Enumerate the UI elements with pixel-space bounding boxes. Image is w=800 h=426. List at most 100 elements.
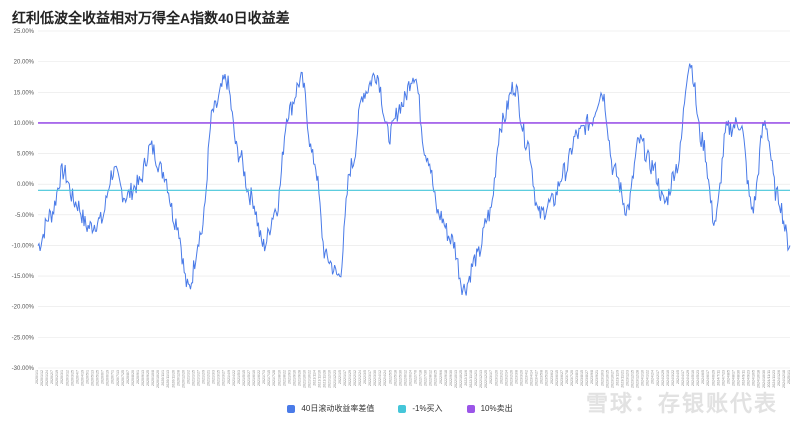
x-tick-label: 2023/9/21 (595, 370, 599, 386)
x-tick-label: 2022/11/18 (469, 370, 473, 388)
x-tick-label: 2023/4/2 (525, 370, 529, 384)
x-tick-label: 2023/10/3 (600, 370, 604, 386)
watermark: 雪球：存银账代表 (585, 391, 778, 416)
x-tick-label: 2021/6/22 (257, 370, 261, 386)
x-tick-label: 2024/2/29 (661, 370, 665, 386)
x-tick-label: 2023/1/20 (494, 370, 498, 386)
x-tick-label: 2024/9/11 (742, 370, 746, 386)
x-tick-label: 2024/7/23 (721, 370, 725, 386)
x-tick-label: 2024/11/11 (767, 370, 771, 387)
legend: 40日滚动收益率差值 -1%买入 10%卖出 (0, 403, 800, 414)
x-tick-label: 2024/8/5 (726, 370, 730, 384)
series-layer (37, 63, 791, 296)
legend-label-buy: -1%买入 (412, 404, 443, 413)
x-tick-label: 2022/5/30 (398, 370, 402, 386)
x-tick-label: 2024/10/18 (757, 370, 761, 388)
x-tick-label: 2020/11/13 (166, 370, 170, 388)
x-tick-label: 2023/10/27 (610, 370, 614, 388)
legend-item-series[interactable]: 40日滚动收益率差值 (287, 403, 374, 414)
x-tick-label: 2022/7/30 (424, 370, 428, 386)
x-tick-label: 2020/1/24 (45, 370, 49, 386)
x-tick-label: 2020/8/20 (131, 370, 135, 386)
x-tick-label: 2020/6/7 (101, 370, 105, 384)
x-tick-label: 2024/2/4 (651, 370, 655, 384)
x-tick-label: 2021/1/27 (197, 370, 201, 386)
x-tick-label: 2022/8/25 (434, 370, 438, 386)
x-tick-label: 2023/6/15 (555, 370, 559, 386)
x-tick-label: 2023/12/28 (636, 370, 640, 388)
x-tick-label: 2022/12/1 (474, 370, 478, 386)
x-tick-label: 2021/5/27 (247, 370, 251, 386)
x-tick-label: 2021/6/10 (252, 370, 256, 386)
legend-label-series: 40日滚动收益率差值 (301, 404, 375, 413)
x-tick-label: 2021/9/3 (287, 370, 291, 384)
x-tick-label: 2023/7/8 (565, 370, 569, 384)
y-tick-label: 15.00% (14, 90, 35, 96)
x-tick-label: 2022/5/18 (393, 370, 397, 386)
x-tick-label: 2020/5/1 (85, 370, 89, 384)
x-tick-label: 2022/12/13 (479, 370, 483, 388)
x-tick-label: 2021/7/15 (267, 370, 271, 386)
x-tick-label: 2020/7/13 (116, 370, 120, 386)
series-line-40d-diff (37, 63, 791, 296)
x-tick-label: 2021/9/28 (297, 370, 301, 386)
x-tick-label: 2022/6/12 (403, 370, 407, 386)
x-tick-label: 2023/8/15 (580, 370, 584, 386)
x-tick-label: 2021/3/3 (212, 370, 216, 384)
x-tick-label: 2023/2/14 (504, 370, 508, 386)
x-tick-label: 2024/6/17 (706, 370, 710, 386)
y-tick-label: -25.00% (12, 335, 35, 341)
x-tick-label: 2022/1/17 (343, 370, 347, 386)
y-tick-label: 10.00% (14, 121, 35, 127)
x-tick-label: 2023/5/8 (540, 370, 544, 384)
x-tick-label: 2020/10/20 (156, 370, 160, 388)
x-tick-label: 2021/11/28 (323, 370, 327, 388)
x-tick-label: 2024/8/30 (737, 370, 741, 386)
x-tick-label: 2022/10/25 (459, 370, 463, 388)
x-tick-label: 2024/8/17 (731, 370, 735, 386)
x-tick-label: 2023/11/21 (620, 370, 624, 388)
x-tick-label: 2023/6/2 (550, 370, 554, 384)
x-tick-label: 2024/12/18 (782, 370, 786, 388)
x-tick-label: 2023/8/27 (585, 370, 589, 386)
x-tick-label: 2024/10/30 (762, 370, 766, 388)
x-tick-label: 2020/10/8 (151, 370, 155, 386)
x-tick-label: 2022/7/18 (419, 370, 423, 386)
x-tick-label: 2020/2/7 (50, 370, 54, 384)
x-tick-label: 2021/8/10 (277, 370, 281, 386)
x-tick-label: 2020/5/13 (91, 370, 95, 386)
x-tick-label: 2023/10/15 (605, 370, 609, 388)
x-axis-ticks: 2020/1/1 2020/1/12 2020/1/24 2020/2/7 2020/2… (35, 370, 791, 388)
legend-item-sell[interactable]: 10%卖出 (466, 403, 513, 414)
x-tick-label: 2020/6/19 (106, 370, 110, 386)
x-tick-label: 2024/9/23 (747, 370, 751, 386)
x-tick-label: 2022/10/13 (454, 370, 458, 388)
x-tick-label: 2024/6/5 (701, 370, 705, 384)
x-tick-label: 2021/1/2 (186, 370, 190, 384)
x-tick-label: 2022/3/17 (368, 370, 372, 386)
x-tick-label: 2021/7/3 (262, 370, 266, 384)
x-tick-label: 2025/1/1 (787, 370, 791, 384)
x-tick-label: 2023/11/9 (615, 370, 619, 386)
x-tick-label: 2020/12/8 (176, 370, 180, 386)
x-tick-label: 2024/4/29 (686, 370, 690, 386)
legend-item-buy[interactable]: -1%买入 (398, 403, 443, 414)
x-tick-label: 2020/11/26 (171, 370, 175, 388)
x-tick-label: 2022/7/6 (414, 370, 418, 384)
x-tick-label: 2021/3/15 (217, 370, 221, 386)
x-tick-label: 2023/12/15 (631, 370, 635, 388)
x-tick-label: 2024/1/22 (646, 370, 650, 386)
x-tick-label: 2020/8/7 (126, 370, 130, 384)
x-tick-label: 2024/5/23 (696, 370, 700, 386)
x-tick-label: 2023/1/7 (489, 370, 493, 384)
x-tick-label: 2022/2/24 (358, 370, 362, 386)
x-tick-label: 2024/7/11 (716, 370, 720, 386)
x-tick-label: 2024/6/29 (711, 370, 715, 386)
x-tick-label: 2021/11/4 (313, 370, 317, 386)
x-tick-label: 2024/4/17 (681, 370, 685, 386)
x-tick-label: 2021/4/22 (232, 370, 236, 386)
x-tick-label: 2020/7/25 (121, 370, 125, 386)
x-tick-label: 2023/12/3 (625, 370, 629, 386)
x-tick-label: 2023/3/8 (514, 370, 518, 384)
x-tick-label: 2020/5/25 (96, 370, 100, 386)
